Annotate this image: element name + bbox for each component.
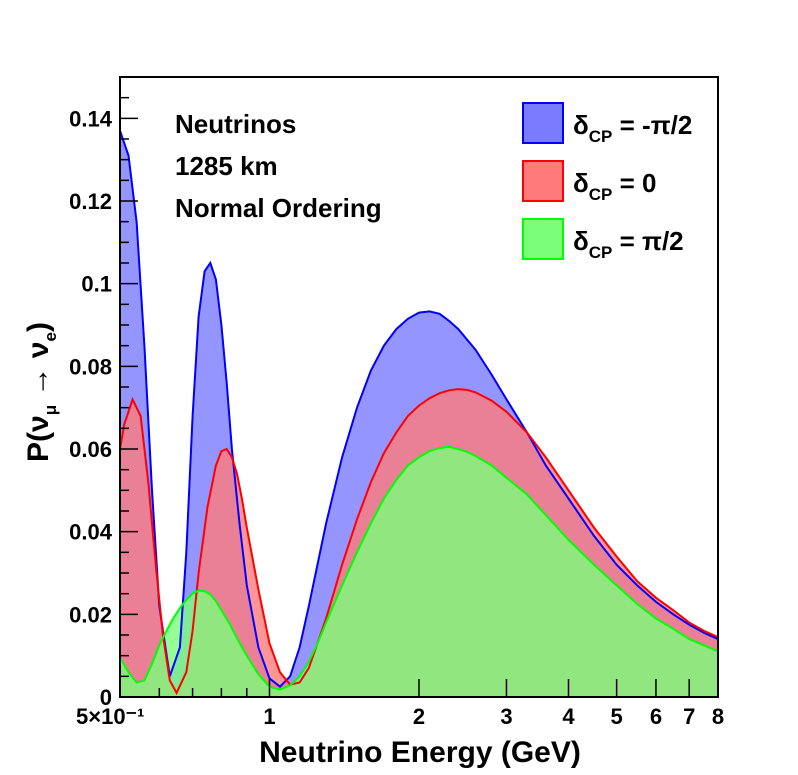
y-tick-label: 0.14 <box>69 106 113 131</box>
series-area-2 <box>120 446 718 697</box>
series-line-0 <box>119 130 719 689</box>
legend-swatch-0 <box>522 102 564 144</box>
annotation-baseline: 1285 km <box>175 151 278 181</box>
legend-label-0: δCP = -π/2 <box>573 110 692 146</box>
x-tick-label: 5×10⁻¹ <box>76 704 145 729</box>
x-tick-label: 1 <box>263 704 275 729</box>
y-tick-label: 0 <box>100 685 112 710</box>
y-tick-label: 0.04 <box>69 520 113 545</box>
series-fills <box>120 130 718 697</box>
legend-swatch-2 <box>522 218 564 260</box>
x-axis-title: Neutrino Energy (GeV) <box>259 736 581 769</box>
y-tick-label: 0.1 <box>81 272 112 297</box>
x-tick-label: 7 <box>683 704 695 729</box>
x-tick-label: 2 <box>413 704 425 729</box>
y-axis-title: P(νμ → νe) <box>22 322 60 462</box>
series-line-1 <box>119 388 719 696</box>
y-tick-label: 0.02 <box>69 602 112 627</box>
legend: δCP = -π/2 δCP = 0 δCP = π/2 <box>522 102 692 262</box>
annotation-ordering: Normal Ordering <box>175 193 382 223</box>
y-tick-label: 0.06 <box>69 437 112 462</box>
annotation-particle: Neutrinos <box>175 109 296 139</box>
legend-label-1: δCP = 0 <box>573 168 657 204</box>
x-tick-label: 8 <box>712 704 724 729</box>
x-tick-label: 3 <box>500 704 512 729</box>
series-lines <box>119 130 719 696</box>
plot-frame <box>119 76 719 698</box>
x-tick-label: 5 <box>611 704 623 729</box>
y-ticks: 0 0.02 0.04 0.06 0.08 0.1 0.12 0.14 <box>69 76 138 710</box>
legend-swatch-1 <box>522 160 564 202</box>
x-tick-label: 4 <box>562 704 575 729</box>
legend-label-2: δCP = π/2 <box>573 226 684 262</box>
y-tick-label: 0.08 <box>69 354 112 379</box>
series-line-2 <box>119 445 719 691</box>
y-tick-label: 0.12 <box>69 189 112 214</box>
x-ticks: 5×10⁻¹ 1 2 3 4 5 6 7 8 <box>76 679 724 729</box>
x-tick-label: 6 <box>650 704 662 729</box>
